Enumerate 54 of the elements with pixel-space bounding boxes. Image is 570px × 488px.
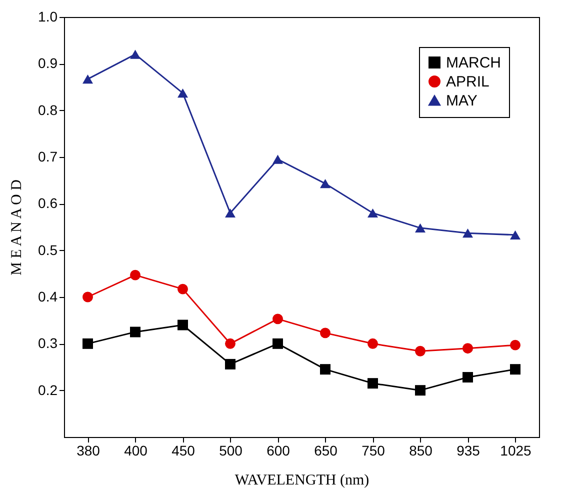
point — [272, 338, 283, 349]
point — [320, 179, 330, 188]
legend-label: MAY — [446, 92, 478, 110]
point — [320, 364, 330, 375]
x-tick-label: 600 — [266, 442, 290, 458]
point — [510, 364, 520, 375]
x-tick-label: 450 — [172, 442, 196, 458]
point — [82, 74, 93, 84]
point — [225, 358, 236, 370]
y-tick-label: 0.6 — [38, 195, 58, 212]
x-tick-label: 750 — [362, 442, 386, 458]
point — [510, 340, 520, 350]
point — [320, 328, 330, 338]
point — [462, 372, 473, 383]
legend-label: APRIL — [446, 74, 490, 90]
point — [130, 270, 140, 280]
point — [415, 346, 426, 356]
point — [510, 230, 520, 240]
x-tick-label: 400 — [124, 442, 148, 458]
point — [368, 338, 378, 349]
x-tick-label: 935 — [456, 442, 480, 458]
point — [415, 223, 426, 232]
point — [368, 208, 378, 218]
x-tick-label: 650 — [314, 442, 338, 458]
y-axis-title: M E A N A O D — [9, 179, 26, 276]
point — [225, 338, 236, 349]
point — [368, 378, 378, 389]
point — [225, 208, 236, 218]
point — [82, 338, 93, 349]
point — [130, 326, 140, 338]
y-tick-label: 0.5 — [38, 242, 58, 258]
point — [462, 228, 473, 238]
y-tick-label: 0.8 — [38, 102, 58, 118]
x-tick-label: 850 — [409, 442, 433, 458]
y-tick-label: 0.9 — [38, 55, 58, 72]
x-tick-label: 500 — [219, 442, 243, 458]
point — [415, 385, 426, 396]
y-tick-label: 0.7 — [38, 148, 58, 164]
point — [462, 343, 473, 354]
point — [130, 50, 140, 59]
point — [272, 154, 283, 164]
point — [272, 314, 283, 324]
y-tick-label: 0.2 — [38, 382, 58, 398]
x-tick-label: 1025 — [500, 442, 532, 458]
x-axis-title: WAVELENGTH (nm) — [234, 472, 370, 488]
point — [178, 320, 188, 330]
point — [178, 88, 188, 98]
legend-label: MARCH — [446, 54, 501, 72]
x-tick-label: 380 — [76, 442, 100, 458]
y-tick-label: 0.3 — [38, 335, 58, 352]
y-tick-label: 1.0 — [38, 8, 58, 24]
y-tick-label: 0.4 — [38, 288, 58, 304]
point — [178, 284, 188, 294]
point — [82, 292, 93, 302]
